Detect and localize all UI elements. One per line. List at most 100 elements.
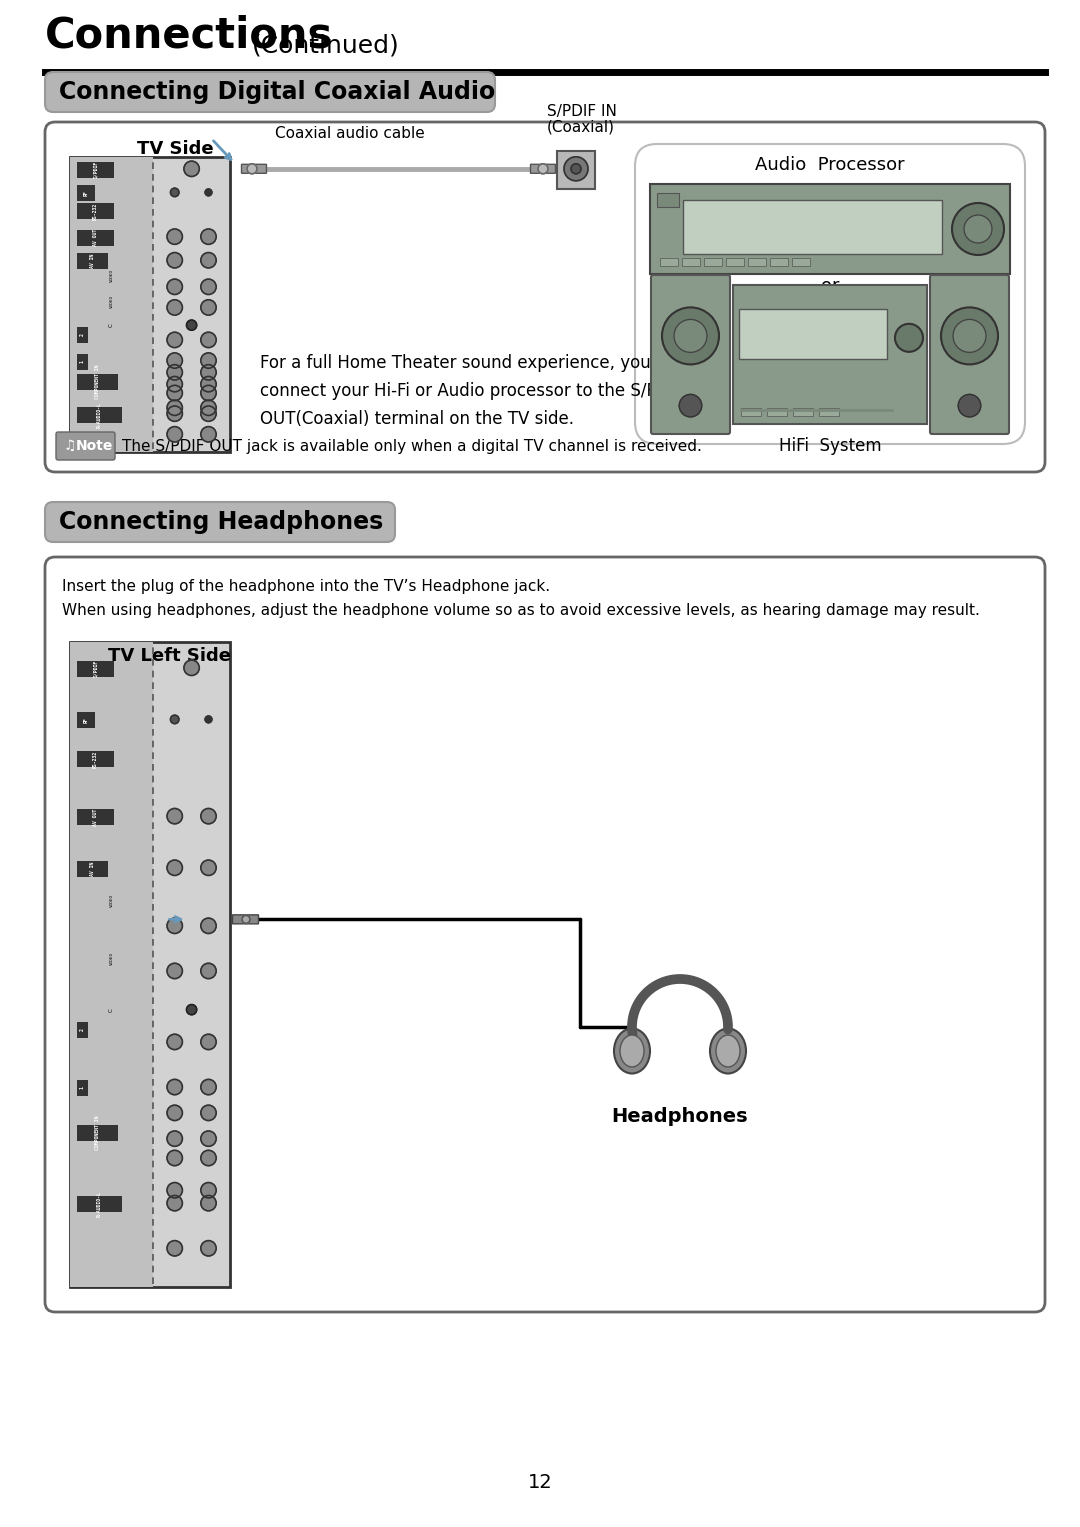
FancyBboxPatch shape <box>242 165 267 173</box>
Text: Note: Note <box>76 438 113 454</box>
Text: S/PDIF: S/PDIF <box>93 162 98 179</box>
Text: AV IN: AV IN <box>90 861 95 876</box>
FancyBboxPatch shape <box>77 661 114 676</box>
Circle shape <box>201 1182 216 1197</box>
Text: COMPONENT IN: COMPONENT IN <box>95 365 100 400</box>
FancyBboxPatch shape <box>741 408 761 415</box>
FancyBboxPatch shape <box>70 157 153 452</box>
Text: Connecting Digital Coaxial Audio: Connecting Digital Coaxial Audio <box>59 79 496 104</box>
Circle shape <box>205 716 212 722</box>
Circle shape <box>201 1034 216 1049</box>
Circle shape <box>201 808 216 825</box>
Text: C: C <box>109 324 114 327</box>
Circle shape <box>167 252 183 267</box>
Circle shape <box>201 426 216 441</box>
Circle shape <box>964 215 993 243</box>
Text: VIDEO: VIDEO <box>109 295 113 308</box>
FancyBboxPatch shape <box>770 258 788 266</box>
Text: S/PDIF: S/PDIF <box>93 660 98 678</box>
Text: R-AUDIO-L: R-AUDIO-L <box>97 402 102 428</box>
Text: AV OUT: AV OUT <box>93 808 98 826</box>
Text: Connecting Headphones: Connecting Headphones <box>59 510 383 534</box>
Text: For a full Home Theater sound experience, you must: For a full Home Theater sound experience… <box>260 354 698 373</box>
FancyBboxPatch shape <box>77 203 114 218</box>
FancyBboxPatch shape <box>767 408 787 415</box>
Text: Headphones: Headphones <box>611 1107 748 1125</box>
FancyBboxPatch shape <box>45 502 395 542</box>
Text: VIDEO: VIDEO <box>109 951 113 965</box>
Circle shape <box>167 1182 183 1197</box>
Circle shape <box>167 964 183 979</box>
FancyBboxPatch shape <box>77 185 95 202</box>
FancyBboxPatch shape <box>77 327 89 344</box>
Circle shape <box>247 163 257 174</box>
Text: 2: 2 <box>80 1029 85 1031</box>
Circle shape <box>171 188 179 197</box>
FancyBboxPatch shape <box>77 809 114 825</box>
FancyBboxPatch shape <box>77 354 89 370</box>
Text: 1: 1 <box>80 360 85 363</box>
Circle shape <box>167 299 183 315</box>
Text: RF: RF <box>83 191 89 197</box>
FancyBboxPatch shape <box>733 286 927 425</box>
Text: R-AUDIO-L: R-AUDIO-L <box>97 1191 102 1217</box>
Circle shape <box>167 1196 183 1211</box>
Circle shape <box>167 1240 183 1257</box>
FancyBboxPatch shape <box>650 183 1010 273</box>
FancyBboxPatch shape <box>77 1080 89 1096</box>
Circle shape <box>187 321 197 330</box>
FancyBboxPatch shape <box>660 258 678 266</box>
Circle shape <box>201 385 216 400</box>
Circle shape <box>538 163 548 174</box>
Circle shape <box>201 1150 216 1165</box>
Text: VIDEO: VIDEO <box>109 893 113 907</box>
Circle shape <box>167 918 183 933</box>
Ellipse shape <box>615 1029 650 1073</box>
Text: Insert the plug of the headphone into the TV’s Headphone jack.: Insert the plug of the headphone into th… <box>62 579 550 594</box>
Circle shape <box>201 406 216 421</box>
Circle shape <box>201 252 216 267</box>
FancyBboxPatch shape <box>77 406 122 423</box>
Text: (Coaxial): (Coaxial) <box>546 119 615 134</box>
FancyBboxPatch shape <box>77 751 114 767</box>
Circle shape <box>662 307 719 365</box>
Circle shape <box>201 353 216 368</box>
Text: VIDEO: VIDEO <box>109 269 113 281</box>
Circle shape <box>201 964 216 979</box>
Circle shape <box>895 324 923 351</box>
Circle shape <box>201 860 216 875</box>
Circle shape <box>201 229 216 244</box>
Circle shape <box>201 918 216 933</box>
FancyBboxPatch shape <box>530 165 555 173</box>
FancyBboxPatch shape <box>77 713 95 728</box>
Circle shape <box>167 333 183 348</box>
Circle shape <box>201 365 216 380</box>
Circle shape <box>941 307 998 365</box>
FancyBboxPatch shape <box>70 641 153 1287</box>
FancyBboxPatch shape <box>70 641 230 1287</box>
Text: The S/PDIF OUT jack is available only when a digital TV channel is received.: The S/PDIF OUT jack is available only wh… <box>122 438 702 454</box>
Circle shape <box>167 1034 183 1049</box>
FancyBboxPatch shape <box>77 253 108 269</box>
Circle shape <box>201 1080 216 1095</box>
Text: 12: 12 <box>528 1472 552 1492</box>
Circle shape <box>184 162 200 177</box>
Circle shape <box>167 400 183 415</box>
Text: AV OUT: AV OUT <box>93 229 98 246</box>
Circle shape <box>958 394 981 417</box>
Circle shape <box>205 189 212 195</box>
FancyBboxPatch shape <box>45 557 1045 1312</box>
FancyBboxPatch shape <box>77 229 114 246</box>
FancyBboxPatch shape <box>77 1022 89 1038</box>
Circle shape <box>167 377 183 392</box>
Circle shape <box>242 915 249 924</box>
Circle shape <box>201 1132 216 1147</box>
Circle shape <box>679 394 702 417</box>
Ellipse shape <box>620 1035 644 1067</box>
Text: RS-232: RS-232 <box>93 203 98 220</box>
FancyBboxPatch shape <box>45 72 495 111</box>
Text: TV Side: TV Side <box>137 140 214 157</box>
FancyBboxPatch shape <box>77 1125 118 1141</box>
Text: or: or <box>821 276 839 295</box>
Circle shape <box>201 279 216 295</box>
